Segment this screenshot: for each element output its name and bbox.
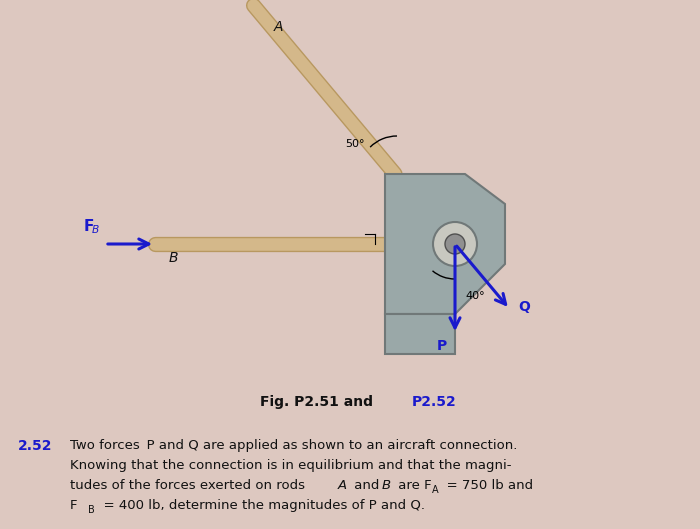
Text: $A$: $A$ — [273, 21, 284, 34]
Polygon shape — [385, 174, 505, 314]
Text: and: and — [350, 479, 384, 492]
Text: $B$: $B$ — [168, 251, 178, 265]
Circle shape — [433, 222, 477, 266]
Text: = 400 lb, determine the magnitudes of P and Q.: = 400 lb, determine the magnitudes of P … — [101, 499, 425, 512]
Text: $\mathbf{Q}$: $\mathbf{Q}$ — [517, 299, 531, 315]
Text: F: F — [70, 499, 78, 512]
Text: Fig. P2.51 and: Fig. P2.51 and — [260, 395, 378, 409]
Text: $\mathbf{P}$: $\mathbf{P}$ — [436, 339, 448, 353]
Text: A: A — [338, 479, 347, 492]
Text: Knowing that the connection is in equilibrium and that the magni-: Knowing that the connection is in equili… — [70, 459, 512, 472]
Text: B: B — [382, 479, 391, 492]
Text: 40°: 40° — [465, 291, 484, 301]
Text: A: A — [432, 485, 439, 495]
Text: 2.52: 2.52 — [18, 439, 52, 453]
Text: P2.52: P2.52 — [412, 395, 456, 409]
Text: $\mathbf{F}_{\!\mathit{B}}$: $\mathbf{F}_{\!\mathit{B}}$ — [83, 217, 100, 236]
Text: tudes of the forces exerted on rods: tudes of the forces exerted on rods — [70, 479, 312, 492]
Polygon shape — [385, 314, 455, 354]
Text: are F: are F — [394, 479, 432, 492]
Text: 50°: 50° — [345, 139, 365, 149]
Text: Two forces  P and Q are applied as shown to an aircraft connection.: Two forces P and Q are applied as shown … — [70, 439, 517, 452]
Text: B: B — [88, 505, 95, 515]
Circle shape — [445, 234, 465, 254]
Text: = 750 lb and: = 750 lb and — [444, 479, 533, 492]
